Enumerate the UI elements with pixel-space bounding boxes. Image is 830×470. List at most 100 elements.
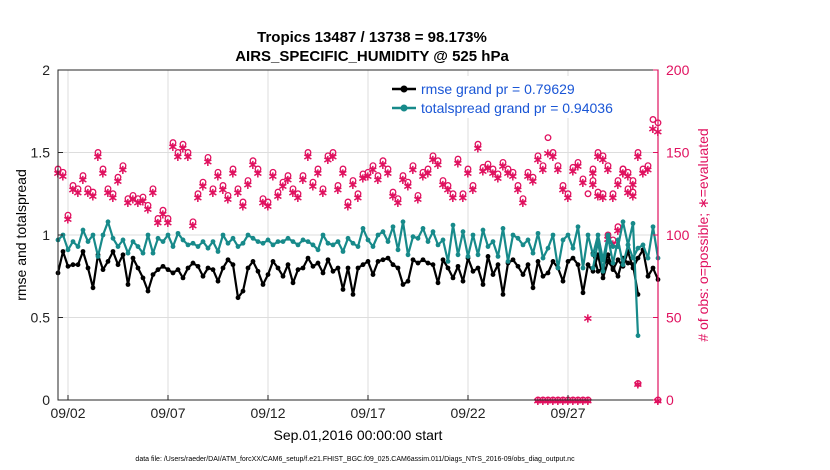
totalspread-point	[145, 232, 151, 238]
totalspread-point	[465, 254, 471, 259]
x-axis-label: Sep.01,2016 00:00:00 start	[274, 427, 443, 443]
rmse-point	[65, 263, 71, 269]
obs-evaluated-point: ∗	[113, 174, 124, 189]
legend-rmse-marker	[400, 85, 408, 93]
obs-evaluated-point: ∗	[153, 215, 164, 230]
obs-evaluated-point: ∗	[333, 182, 344, 197]
obs-evaluated-point: ∗	[73, 185, 84, 200]
obs-possible-point	[364, 168, 372, 176]
obs-evaluated-point: ∗	[603, 162, 614, 177]
totalspread-point	[565, 232, 571, 238]
obs-evaluated-point: ∗	[593, 188, 604, 203]
obs-evaluated-point: ∗	[253, 165, 264, 180]
x-tick-label: 09/17	[350, 405, 385, 421]
rmse-point	[350, 292, 356, 297]
rmse-point	[590, 268, 596, 274]
obs-possible-point	[379, 157, 387, 165]
obs-possible-point	[594, 149, 602, 156]
obs-evaluated-point: ∗	[263, 198, 274, 213]
obs-evaluated-point: ∗	[83, 185, 94, 200]
rmse-point	[510, 257, 516, 263]
obs-evaluated-point: ∗	[608, 190, 619, 205]
rmse-point	[245, 265, 251, 271]
obs-possible-point	[624, 168, 632, 176]
obs-evaluated-point: ∗	[128, 192, 139, 207]
chart-title-line1: Tropics 13487 / 13738 = 98.173%	[257, 29, 487, 46]
obs-possible-point	[589, 177, 597, 184]
obs-evaluated-point: ∗	[433, 157, 444, 172]
obs-possible-point	[279, 178, 287, 186]
rmse-point	[310, 263, 316, 269]
obs-possible-point	[464, 165, 472, 173]
obs-evaluated-point: ∗	[203, 154, 214, 169]
totalspread-point	[605, 234, 611, 240]
obs-evaluated-point: ∗	[523, 169, 534, 184]
totalspread-point	[365, 237, 371, 243]
left-y-tick-label: 0.5	[31, 310, 51, 326]
obs-evaluated-point: ∗	[458, 190, 469, 205]
obs-possible-point	[194, 190, 202, 198]
rmse-point	[275, 265, 281, 271]
legend-box	[386, 76, 648, 118]
rmse-point	[445, 265, 451, 271]
totalspread-point	[455, 252, 461, 258]
totalspread-point	[645, 255, 651, 261]
totalspread-point	[350, 240, 356, 246]
obs-possible-point	[589, 165, 597, 173]
totalspread-point	[135, 244, 141, 249]
obs-possible-point	[59, 168, 67, 176]
obs-possible-point	[354, 190, 362, 198]
totalspread-point	[495, 254, 501, 259]
rmse-point	[385, 255, 391, 261]
totalspread-point	[300, 237, 306, 243]
obs-evaluated-point: ∗	[648, 121, 659, 136]
obs-possible-point	[74, 185, 82, 193]
totalspread-point	[295, 242, 301, 248]
rmse-point	[345, 265, 351, 271]
obs-possible-point	[389, 188, 397, 196]
obs-possible-point	[569, 163, 577, 171]
rmse-point	[375, 259, 381, 264]
totalspread-point	[480, 227, 486, 233]
totalspread-point	[235, 244, 241, 249]
obs-evaluated-point: ∗	[578, 175, 589, 190]
obs-possible-point	[309, 178, 317, 186]
obs-evaluated-point: ∗	[503, 165, 514, 180]
totalspread-point	[395, 247, 401, 253]
totalspread-point	[160, 239, 166, 245]
totalspread-point	[320, 232, 326, 238]
rmse-point	[280, 273, 286, 279]
rmse-point	[60, 249, 66, 254]
obs-evaluated-point: ∗	[573, 159, 584, 174]
left-y-tick-label: 1	[42, 227, 50, 243]
totalspread-point	[180, 237, 186, 243]
obs-possible-point	[274, 188, 282, 196]
obs-evaluated-point: ∗	[583, 311, 594, 326]
rmse-point	[615, 257, 621, 263]
obs-evaluated-point: ∗	[233, 185, 244, 200]
obs-possible-point	[219, 182, 227, 189]
obs-possible-point	[69, 182, 77, 189]
totalspread-point	[175, 230, 181, 236]
rmse-point	[330, 268, 336, 274]
obs-possible-point	[444, 182, 452, 189]
obs-evaluated-point: ∗	[373, 172, 384, 187]
obs-possible-point	[119, 162, 127, 170]
series-layer	[55, 219, 661, 339]
rmse-point	[200, 273, 206, 279]
totalspread-point	[325, 240, 331, 246]
totalspread-point	[375, 232, 381, 238]
totalspread-point	[440, 237, 446, 243]
obs-evaluated-point: ∗	[528, 174, 539, 189]
obs-evaluated-point: ∗	[413, 192, 424, 207]
rmse-point	[155, 267, 161, 273]
obs-evaluated-point: ∗	[463, 165, 474, 180]
rmse-point	[535, 259, 541, 264]
obs-evaluated-point: ∗	[123, 195, 134, 210]
obs-evaluated-point: ∗	[493, 170, 504, 185]
rmse-point	[380, 257, 386, 263]
rmse-point	[285, 262, 291, 268]
rmse-point	[580, 290, 586, 296]
obs-evaluated-point: ∗	[178, 141, 189, 156]
rmse-point	[185, 265, 191, 271]
